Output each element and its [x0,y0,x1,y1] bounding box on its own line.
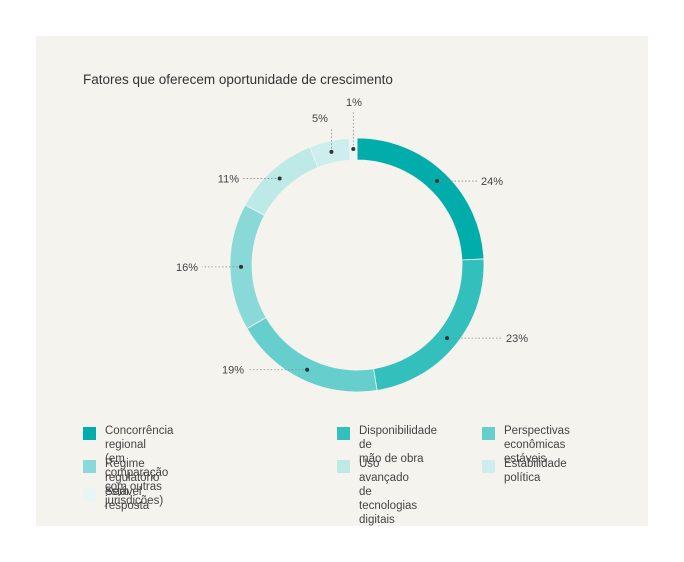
legend-label: Perspectivas econômicas estáveis [504,425,570,465]
slice-label-1: 23% [506,333,528,345]
slice-label-2: 19% [222,365,244,377]
legend-item-4: Uso avançado de tecnologias digitais [337,457,417,527]
donut-slice-4 [244,146,319,216]
legend-label: Concorrência regional (em comparação com… [105,425,174,507]
legend-swatch [337,460,350,473]
slice-marker-1 [445,336,450,341]
legend-swatch [83,427,96,440]
donut-slice-3 [229,204,267,330]
legend-item-1: Disponibilidade de mão de obra [337,424,437,466]
donut-chart: 24% 23% 19% 16% 11% 5% 1% [176,97,528,393]
donut-slice-0 [356,137,485,261]
slice-label-6: 1% [346,97,362,109]
legend-item-0: Concorrência regional (em comparação com… [83,424,173,508]
donut-slice-1 [373,258,485,391]
legend-item-5: Estabilidade política [482,457,567,485]
legend-label: Uso avançado de tecnologias digitais [359,458,418,526]
slice-marker-0 [435,179,440,184]
chart-title: Fatores que oferecem oportunidade de cre… [83,72,393,87]
legend-item-3: Regime regulatório estável [83,457,159,499]
slice-label-0: 24% [481,176,503,188]
legend-swatch [482,460,495,473]
legend-label: Sem resposta [105,486,150,512]
slice-marker-6 [351,147,356,152]
legend-swatch [83,488,96,501]
slice-marker-5 [329,149,334,154]
slice-label-5: 5% [312,113,328,125]
slice-label-3: 16% [176,262,198,274]
slice-marker-4 [277,176,282,181]
donut-slice-2 [246,316,378,393]
slice-marker-3 [239,264,244,269]
legend-item-2: Perspectivas econômicas estáveis [482,424,570,466]
legend-swatch [337,427,350,440]
legend-label: Estabilidade política [504,458,567,484]
slice-label-4: 11% [218,174,239,186]
legend-label: Regime regulatório estável [105,458,160,498]
legend-item-6: Sem resposta [83,485,149,513]
legend-label: Disponibilidade de mão de obra [359,425,437,465]
chart-card: Fatores que oferecem oportunidade de cre… [36,36,648,526]
legend-swatch [83,460,96,473]
legend-swatch [482,427,495,440]
slice-marker-2 [305,367,310,372]
